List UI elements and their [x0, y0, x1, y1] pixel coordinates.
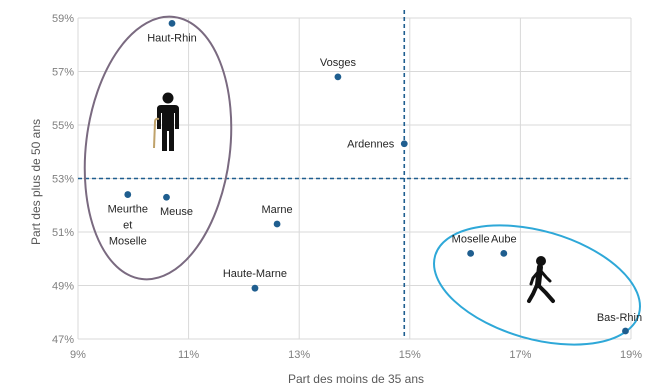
data-point-label: Moselle	[109, 236, 147, 248]
data-point	[273, 220, 281, 228]
y-axis-title: Part des plus de 50 ans	[29, 119, 43, 245]
data-point-label: Haute-Marne	[223, 268, 287, 280]
older-population-ellipse	[83, 15, 233, 281]
y-axis-ticks: 47% 49% 51% 53% 55% 57% 59%	[52, 13, 74, 346]
data-point	[168, 19, 176, 27]
data-point	[500, 250, 508, 257]
data-point-label: Vosges	[320, 57, 357, 69]
x-tick-label: 13%	[288, 349, 310, 361]
data-point-label: Aube	[491, 233, 517, 245]
x-axis-title: Part des moins de 35 ans	[288, 372, 424, 386]
y-tick-label: 51%	[52, 227, 74, 239]
data-point-label: Meuse	[160, 206, 193, 218]
data-point-label: Haut-Rhin	[147, 32, 197, 44]
data-point-label: Ardennes	[347, 139, 395, 151]
y-tick-label: 53%	[52, 174, 74, 186]
y-tick-label: 47%	[52, 334, 74, 346]
x-tick-label: 15%	[399, 349, 421, 361]
x-tick-label: 19%	[620, 349, 642, 361]
data-points: Haut-Rhin Vosges Ardennes Meurthe et Moselle M…	[108, 19, 642, 335]
x-tick-label: 9%	[70, 349, 86, 361]
data-point-label: Moselle	[452, 233, 490, 245]
data-point-label: Meurthe	[108, 204, 148, 216]
y-tick-label: 57%	[52, 67, 74, 79]
walking-person-icon	[527, 256, 555, 303]
x-tick-label: 17%	[509, 349, 531, 361]
x-tick-label: 11%	[178, 349, 199, 361]
y-tick-label: 59%	[52, 13, 74, 25]
data-point	[334, 73, 342, 81]
elderly-person-with-cane-icon	[153, 92, 179, 151]
data-point	[251, 284, 259, 292]
younger-population-ellipse	[433, 224, 641, 346]
data-point	[124, 191, 132, 198]
data-point	[163, 193, 170, 201]
gridlines	[77, 17, 632, 340]
y-tick-label: 55%	[52, 120, 74, 132]
data-point	[622, 327, 629, 335]
data-point-label: et	[123, 220, 132, 232]
reference-lines	[78, 10, 631, 339]
y-tick-label: 49%	[52, 281, 74, 293]
data-point	[400, 140, 408, 148]
data-point	[467, 250, 475, 257]
x-axis-ticks: 9% 11% 13% 15% 17% 19%	[70, 349, 642, 361]
data-point-label: Marne	[261, 204, 292, 216]
data-point-label: Bas-Rhin	[597, 312, 642, 324]
